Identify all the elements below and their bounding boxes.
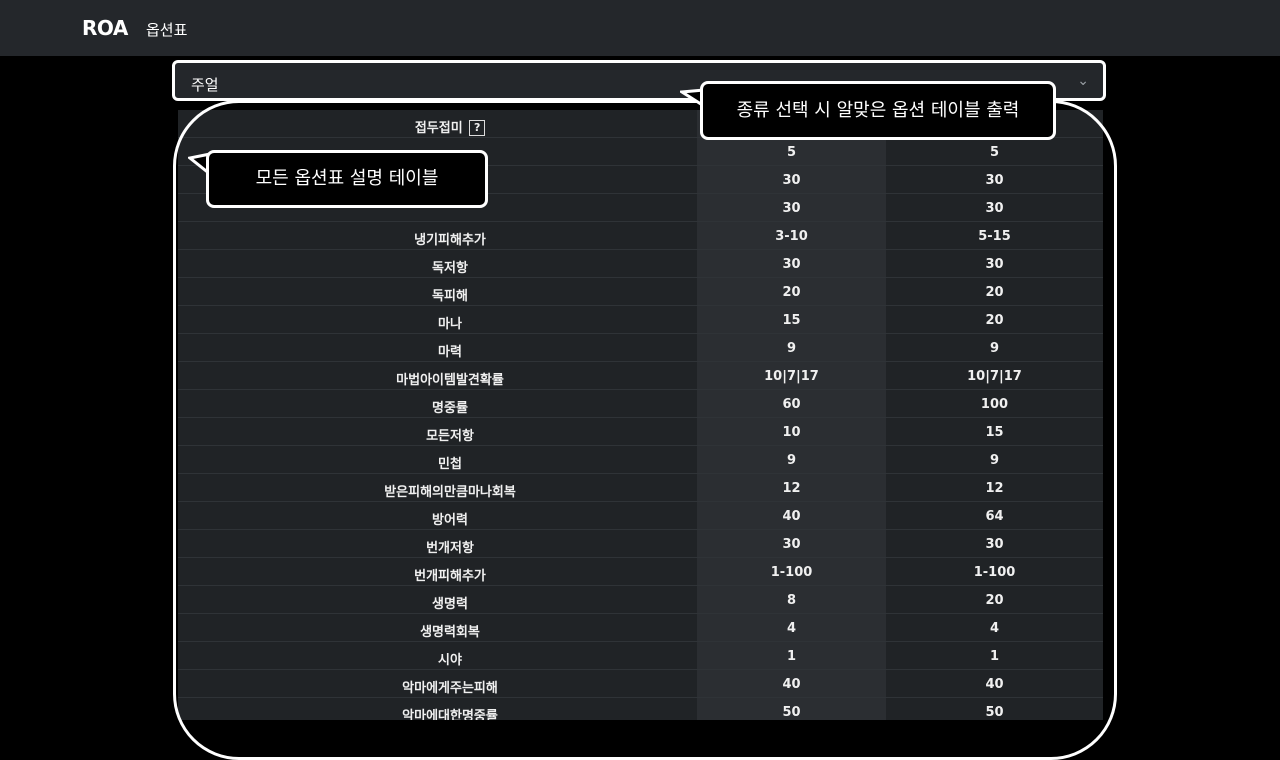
option-value-2: 20: [985, 593, 1004, 608]
table-row: 30 30: [178, 166, 1103, 194]
option-value-2: 30: [985, 201, 1004, 216]
table-row: 방어력 40 64: [178, 502, 1103, 530]
table-row: 악마에게주는피해 40 40: [178, 670, 1103, 698]
chevron-down-icon: ⌄: [1077, 73, 1089, 89]
help-icon[interactable]: ?: [469, 119, 486, 136]
option-value-2: 10|7|17: [967, 369, 1022, 384]
navbar: ROA 옵션표: [0, 0, 1280, 56]
option-name: 번개피해추가: [414, 569, 486, 584]
option-name: 마나: [438, 317, 462, 332]
nav-link-options[interactable]: 옵션표: [146, 21, 188, 39]
option-value-1: 60: [782, 397, 801, 412]
header-affix-label: 접두접미: [414, 121, 463, 136]
option-value-2: 1: [989, 649, 1000, 664]
option-value-1: 1-100: [770, 565, 813, 580]
option-value-2: 20: [985, 285, 1004, 300]
table-row: 모든저항 10 15: [178, 418, 1103, 446]
option-value-2: 30: [985, 173, 1004, 188]
option-value-1: 10: [782, 425, 801, 440]
option-value-1: 3-10: [775, 229, 808, 244]
option-name: 모든저항: [426, 429, 474, 444]
option-name: 마법아이템발견확률: [396, 373, 504, 388]
option-name: 생명력: [432, 597, 468, 612]
option-value-1: 8: [786, 593, 797, 608]
option-name: 냉기피해추가: [414, 233, 486, 248]
option-value-1: 9: [786, 453, 797, 468]
option-name: 생명력회복: [420, 625, 480, 640]
table-row: 명중률 60 100: [178, 390, 1103, 418]
table-row: 시야 1 1: [178, 642, 1103, 670]
option-value-1: 9: [786, 341, 797, 356]
option-value-2: 64: [985, 509, 1004, 524]
table-row: 마나 15 20: [178, 306, 1103, 334]
option-name: 명중률: [432, 401, 468, 416]
table-row: 냉기피해추가 3-10 5-15: [178, 222, 1103, 250]
table-row: 마법아이템발견확률 10|7|17 10|7|17: [178, 362, 1103, 390]
option-name: 마력: [438, 345, 462, 360]
option-value-2: 15: [985, 425, 1004, 440]
option-value-2: 5-15: [978, 229, 1011, 244]
option-value-2: 9: [989, 341, 1000, 356]
option-value-2: 9: [989, 453, 1000, 468]
option-name: 악마에대한명중률: [402, 709, 498, 720]
table-row: 독저항 30 30: [178, 250, 1103, 278]
option-value-1: 50: [782, 705, 801, 720]
callout-table-select: 종류 선택 시 알맞은 옵션 테이블 출력: [700, 81, 1056, 140]
option-value-1: 1: [786, 649, 797, 664]
option-value-2: 1-100: [973, 565, 1016, 580]
option-name: 독피해: [432, 289, 468, 304]
table-row: 독피해 20 20: [178, 278, 1103, 306]
option-value-2: 20: [985, 313, 1004, 328]
option-value-1: 30: [782, 173, 801, 188]
option-value-1: 20: [782, 285, 801, 300]
option-value-1: 15: [782, 313, 801, 328]
table-row: 받은피해의만큼마나회복 12 12: [178, 474, 1103, 502]
option-value-1: 30: [782, 257, 801, 272]
option-value-1: 4: [786, 621, 797, 636]
option-name: 독저항: [432, 261, 468, 276]
category-select[interactable]: 주얼 ⌄: [172, 60, 1106, 101]
table-row: 번개저항 30 30: [178, 530, 1103, 558]
option-value-1: 30: [782, 201, 801, 216]
table-row: 번개피해추가 1-100 1-100: [178, 558, 1103, 586]
option-name: 시야: [438, 653, 462, 668]
option-value-1: 40: [782, 677, 801, 692]
option-name: 악마에게주는피해: [402, 681, 498, 696]
option-value-2: 12: [985, 481, 1004, 496]
option-value-2: 5: [989, 145, 1000, 160]
table-header-row: 접두접미 ?: [178, 110, 1103, 138]
options-table: 접두접미 ? 5 5 30 30 30 30 냉기피해추가 3-10 5-15 독저항 30 30 독피…: [178, 110, 1103, 720]
option-value-2: 30: [985, 537, 1004, 552]
option-value-1: 30: [782, 537, 801, 552]
option-value-1: 40: [782, 509, 801, 524]
option-name: 받은피해의만큼마나회복: [384, 485, 516, 500]
column-highlight: [697, 110, 886, 720]
option-name: 민첩: [438, 457, 462, 472]
table-row: 악마에대한명중률 50 50: [178, 698, 1103, 720]
table-row: 마력 9 9: [178, 334, 1103, 362]
option-value-2: 40: [985, 677, 1004, 692]
option-value-2: 100: [980, 397, 1009, 412]
category-select-value: 주얼: [191, 76, 219, 94]
option-value-2: 30: [985, 257, 1004, 272]
option-value-2: 4: [989, 621, 1000, 636]
table-row: 30 30: [178, 194, 1103, 222]
table-row: 민첩 9 9: [178, 446, 1103, 474]
option-name: 번개저항: [426, 541, 474, 556]
option-name: 방어력: [432, 513, 468, 528]
option-value-2: 50: [985, 705, 1004, 720]
option-value-1: 10|7|17: [764, 369, 819, 384]
callout-table-desc: 모든 옵션표 설명 테이블: [206, 150, 488, 208]
table-row: 생명력회복 4 4: [178, 614, 1103, 642]
brand-logo[interactable]: ROA: [82, 16, 128, 40]
table-row: 생명력 8 20: [178, 586, 1103, 614]
option-value-1: 12: [782, 481, 801, 496]
option-value-1: 5: [786, 145, 797, 160]
